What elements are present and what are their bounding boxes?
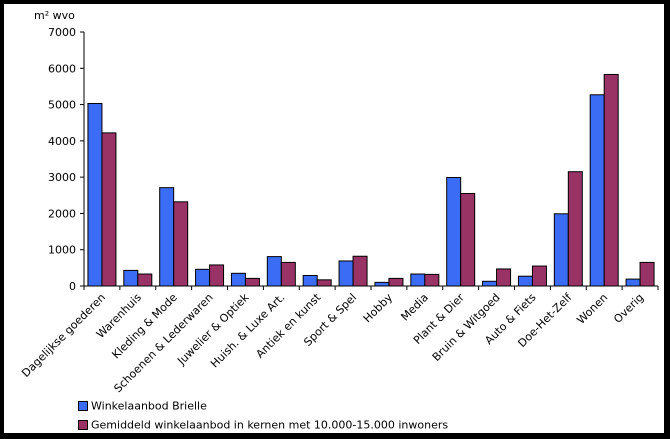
legend-swatch-1	[78, 401, 88, 411]
bar-series-2	[137, 273, 153, 287]
chart-frame: m² wvo 0 1000 2000 3000 4000 5000 6000 7000 Dag…	[4, 4, 664, 433]
bar-series-1	[123, 269, 139, 287]
legend-item-1: Winkelaanbod Brielle	[78, 399, 207, 413]
bar-series-1	[625, 278, 641, 287]
y-axis-ticks: 0 1000 2000 3000 4000 5000 6000 7000	[48, 26, 84, 293]
bar-series-1	[482, 280, 498, 287]
y-tick-label: 7000	[48, 26, 76, 39]
bar-series-1	[87, 102, 103, 287]
y-tick-label: 3000	[48, 171, 76, 184]
bar-series-1	[195, 268, 211, 287]
bar-series-1	[338, 260, 354, 287]
legend-swatch-2	[78, 420, 88, 430]
x-tick-label: Kleding & Mode	[109, 291, 180, 362]
bar-series-1	[266, 256, 282, 287]
bar-series-1	[446, 177, 462, 287]
x-tick-label: Hobby	[361, 291, 396, 326]
x-tick-label: Overig	[611, 291, 646, 326]
bar-series-1	[589, 94, 605, 287]
bar-series-1	[410, 273, 426, 287]
legend-label-2: Gemiddeld winkelaanbod in kernen met 10.…	[91, 418, 449, 432]
bar-chart: m² wvo 0 1000 2000 3000 4000 5000 6000 7000 Dag…	[19, 9, 659, 395]
bar-series-2	[567, 171, 583, 287]
bar-series-2	[603, 73, 619, 287]
bar-series-2	[316, 279, 332, 287]
x-tick-label: Wonen	[574, 291, 610, 327]
bar-series-2	[280, 261, 296, 287]
x-tick-label: Dagelijkse goederen	[19, 291, 108, 380]
y-tick-label: 0	[69, 280, 76, 293]
bar-series-2	[496, 268, 512, 287]
bar-series-2	[639, 261, 655, 287]
bar-series-2	[388, 277, 404, 287]
y-axis-unit-label: m² wvo	[34, 9, 75, 22]
bar-series-2	[244, 277, 260, 287]
bars	[87, 73, 655, 287]
bar-series-1	[302, 274, 318, 287]
bar-series-1	[517, 275, 533, 287]
y-tick-label: 4000	[48, 135, 76, 148]
bar-series-2	[173, 201, 189, 287]
bar-series-2	[460, 192, 476, 287]
bar-series-2	[531, 265, 547, 287]
bar-series-1	[553, 213, 569, 287]
legend-label-1: Winkelaanbod Brielle	[91, 399, 207, 413]
y-tick-label: 2000	[48, 207, 76, 220]
bar-series-2	[101, 132, 117, 287]
y-tick-label: 6000	[48, 62, 76, 75]
bar-series-2	[352, 255, 368, 287]
axes	[83, 32, 659, 290]
x-tick-label: Media	[398, 291, 431, 324]
bar-series-1	[230, 272, 246, 287]
legend-item-2: Gemiddeld winkelaanbod in kernen met 10.…	[78, 418, 448, 432]
bar-series-1	[159, 187, 175, 287]
bar-series-1	[374, 281, 390, 287]
x-tick-label: Antiek en kunst	[253, 290, 323, 360]
y-tick-label: 1000	[48, 244, 76, 257]
bar-series-2	[424, 273, 440, 287]
bar-series-2	[209, 264, 225, 287]
y-tick-label: 5000	[48, 99, 76, 112]
